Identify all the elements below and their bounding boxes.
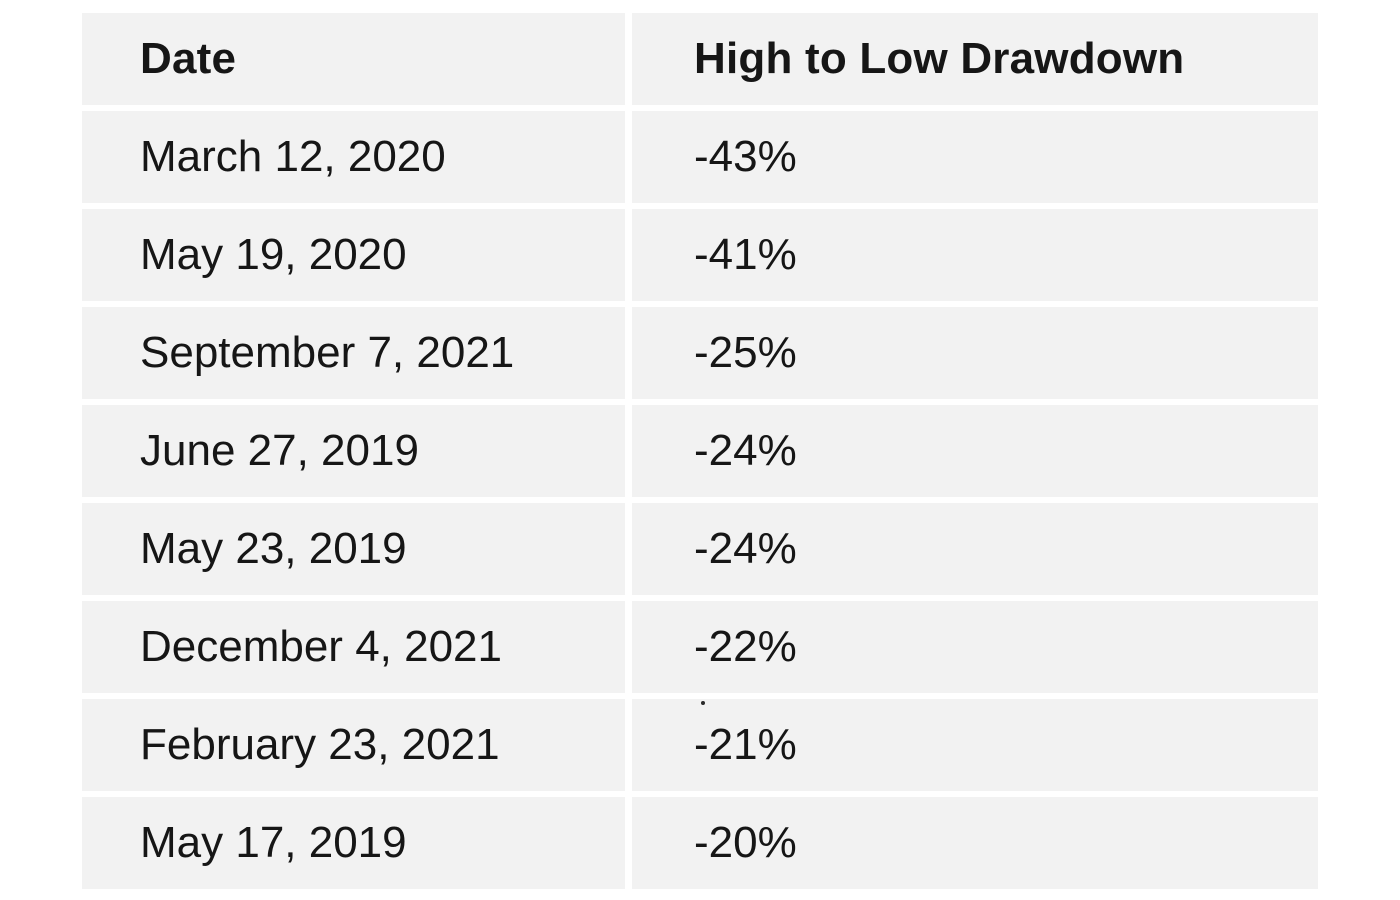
date-cell: May 17, 2019 xyxy=(82,797,625,889)
date-cell: June 27, 2019 xyxy=(82,405,625,497)
stray-dot-artifact xyxy=(701,701,705,705)
drawdown-cell: -20% xyxy=(632,797,1318,889)
drawdown-table: Date High to Low Drawdown March 12, 2020… xyxy=(82,13,1318,889)
date-cell: May 23, 2019 xyxy=(82,503,625,595)
drawdown-cell: -21% xyxy=(632,699,1318,791)
date-cell: March 12, 2020 xyxy=(82,111,625,203)
drawdown-cell: -41% xyxy=(632,209,1318,301)
date-cell: February 23, 2021 xyxy=(82,699,625,791)
drawdown-cell: -24% xyxy=(632,503,1318,595)
date-cell: December 4, 2021 xyxy=(82,601,625,693)
drawdown-cell: -25% xyxy=(632,307,1318,399)
drawdown-cell: -43% xyxy=(632,111,1318,203)
drawdown-cell: -24% xyxy=(632,405,1318,497)
column-header-drawdown: High to Low Drawdown xyxy=(632,13,1318,105)
date-cell: September 7, 2021 xyxy=(82,307,625,399)
column-header-date: Date xyxy=(82,13,625,105)
date-cell: May 19, 2020 xyxy=(82,209,625,301)
drawdown-cell: -22% xyxy=(632,601,1318,693)
